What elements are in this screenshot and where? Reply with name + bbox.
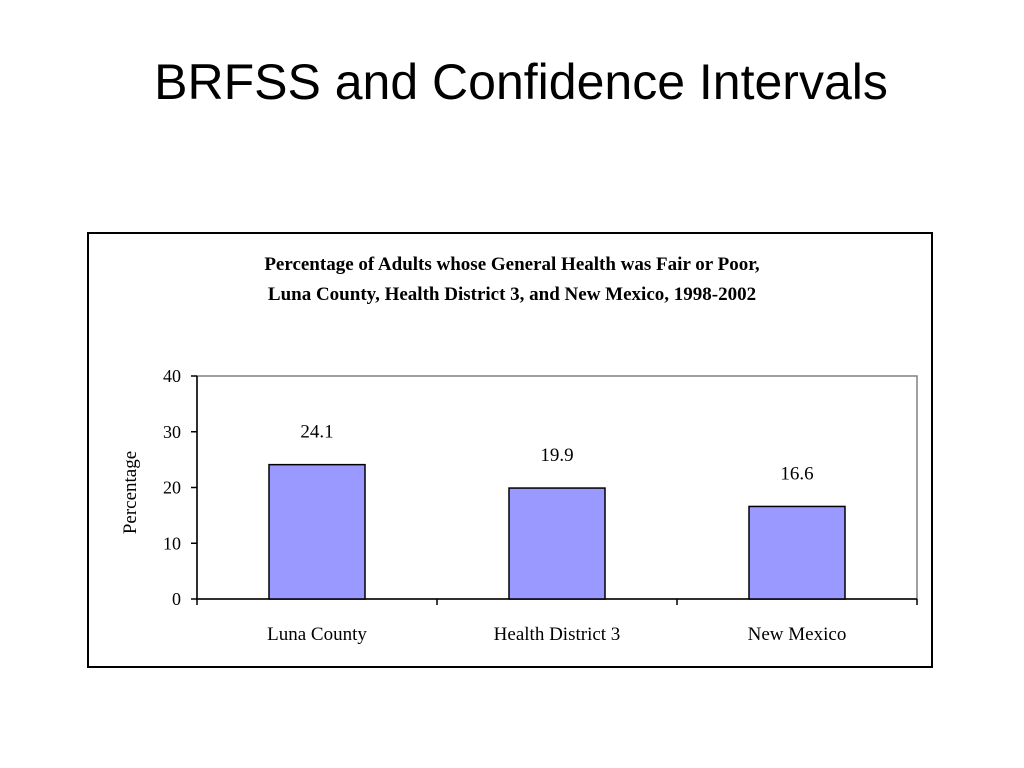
data-label: 16.6 [780,463,813,484]
bar [508,487,606,600]
chart-title: Percentage of Adults whose General Healt… [0,250,1024,310]
category-label: New Mexico [748,624,847,645]
data-label: 19.9 [540,445,573,466]
y-tick-label: 10 [163,533,181,553]
data-label: 24.1 [300,422,333,443]
slide-title: BRFSS and Confidence Intervals [154,54,888,110]
y-tick-label: 20 [163,478,181,498]
y-tick-label: 0 [172,589,181,609]
chart-title-line-1: Percentage of Adults whose General Healt… [264,254,760,275]
bar [268,463,366,600]
y-tick-label: 40 [163,366,181,386]
y-axis-title: Percentage [120,451,141,534]
bar [748,505,846,600]
chart-title-line-2: Luna County, Health District 3, and New … [267,284,757,305]
category-label: Luna County [267,624,367,645]
y-tick-label: 30 [163,422,181,442]
category-label: Health District 3 [494,624,621,645]
